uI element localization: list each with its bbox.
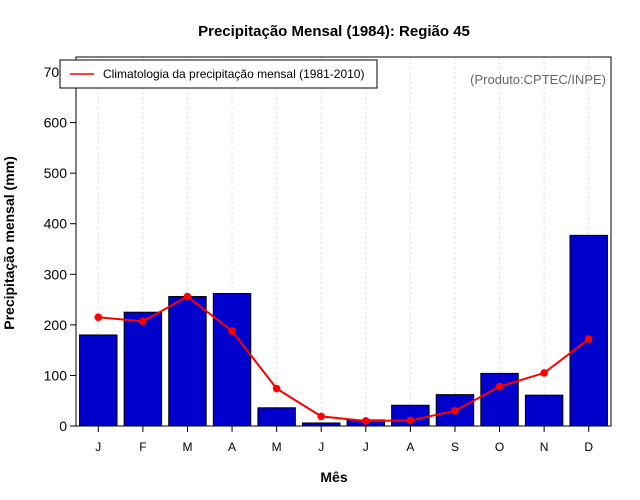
x-tick-label: A xyxy=(406,440,414,454)
bar-9 xyxy=(480,372,519,427)
climatology-point-11 xyxy=(584,335,593,343)
y-tick-label: 400 xyxy=(44,216,68,232)
bar-10 xyxy=(524,394,564,427)
x-tick-label: A xyxy=(228,440,236,454)
x-tick-label: J xyxy=(363,440,369,454)
climatology-point-1 xyxy=(139,317,147,326)
climatology-point-4 xyxy=(272,384,281,393)
y-tick-label: 500 xyxy=(44,165,68,181)
climatology-point-10 xyxy=(540,369,548,377)
bar-0 xyxy=(79,334,118,427)
x-tick-label: F xyxy=(139,440,146,454)
climatology-point-7 xyxy=(406,416,415,425)
climatology-point-8 xyxy=(451,407,459,415)
y-axis-label: Precipitação mensal (mm) xyxy=(1,156,17,330)
y-tick-label: 100 xyxy=(44,367,68,383)
x-axis-label: Mês xyxy=(320,469,347,485)
climatology-line-series xyxy=(94,292,593,425)
x-tick-label: M xyxy=(272,440,282,454)
x-tick-label: O xyxy=(495,440,504,454)
x-tick-label: N xyxy=(540,440,549,454)
x-tick-label: S xyxy=(451,440,459,454)
y-tick-label: 600 xyxy=(44,115,68,131)
climatology-point-9 xyxy=(495,382,504,391)
chart-title: Precipitação Mensal (1984): Região 45 xyxy=(198,23,470,40)
y-tick-label: 300 xyxy=(44,266,68,282)
bar-series xyxy=(79,234,608,427)
climatology-point-0 xyxy=(94,313,103,322)
climatology-point-3 xyxy=(228,327,236,335)
bar-3 xyxy=(212,293,252,427)
x-tick-label: J xyxy=(318,440,324,454)
bar-4 xyxy=(257,407,296,427)
legend: Climatologia da precipitação mensal (198… xyxy=(59,59,378,89)
climatology-point-5 xyxy=(317,412,326,421)
x-tick-label: D xyxy=(584,440,593,454)
legend-entry-climatology: Climatologia da precipitação mensal (198… xyxy=(103,67,364,81)
legend-box xyxy=(59,59,378,89)
climatology-point-2 xyxy=(183,292,192,301)
climatology-line xyxy=(98,295,590,422)
grid-lines xyxy=(97,57,590,426)
plot-frame xyxy=(75,56,612,427)
bar-1 xyxy=(123,311,163,427)
x-tick-label: M xyxy=(182,440,192,454)
bar-2 xyxy=(168,296,207,427)
y-tick-label: 0 xyxy=(59,418,67,434)
x-tick-label: J xyxy=(95,440,101,454)
climatology-point-6 xyxy=(361,417,370,425)
source-annotation: (Produto:CPTEC/INPE) xyxy=(470,72,606,87)
bar-11 xyxy=(569,234,608,427)
y-tick-label: 200 xyxy=(44,317,68,333)
